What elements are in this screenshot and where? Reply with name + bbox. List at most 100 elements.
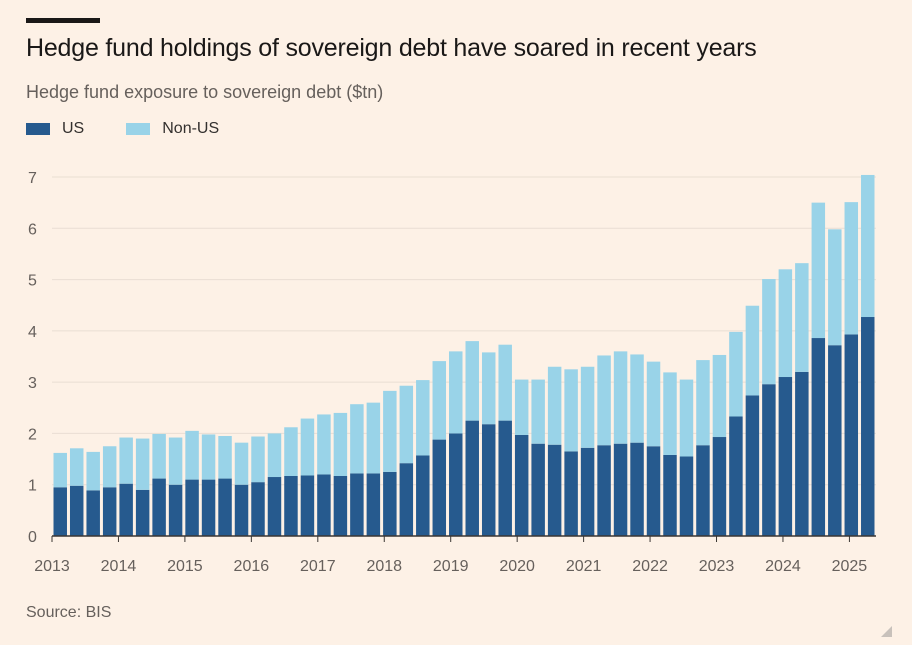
bar-non-us: [679, 379, 694, 457]
y-tick-label: 7: [28, 170, 37, 187]
bar-non-us: [729, 331, 743, 417]
bar-us: [366, 473, 381, 536]
bar-non-us: [267, 433, 282, 478]
bar-us: [152, 478, 166, 536]
bar-non-us: [69, 448, 84, 486]
bar-us: [828, 345, 842, 536]
bar-non-us: [366, 402, 381, 474]
x-tick-label: 2020: [499, 558, 535, 575]
bar-non-us: [465, 341, 479, 421]
y-tick-label: 0: [28, 529, 37, 546]
bar-us: [284, 475, 298, 536]
bar-non-us: [564, 369, 578, 452]
bar-non-us: [580, 366, 595, 448]
bar-us: [646, 446, 661, 536]
bar-us: [844, 334, 859, 536]
bar-non-us: [449, 351, 463, 434]
x-tick-label: 2017: [300, 558, 336, 575]
legend-label-us: US: [62, 120, 85, 137]
y-tick-label: 1: [28, 478, 37, 495]
x-tick-label: 2014: [101, 558, 137, 575]
bar-non-us: [399, 385, 414, 464]
bar-non-us: [498, 344, 512, 421]
bar-us: [514, 434, 529, 536]
bar-us: [317, 474, 331, 536]
source-note: Source: BIS: [26, 604, 112, 621]
bar-non-us: [201, 434, 216, 480]
bar-non-us: [646, 361, 661, 447]
bar-us: [218, 478, 232, 536]
bar-non-us: [745, 305, 760, 396]
bar-us: [69, 485, 84, 536]
bar-us: [185, 479, 199, 536]
bar-us: [119, 483, 133, 536]
bar-non-us: [350, 404, 364, 474]
bar-non-us: [234, 442, 249, 485]
bar-non-us: [547, 366, 562, 445]
bar-us: [102, 487, 117, 536]
bar-us: [531, 443, 545, 536]
bar-non-us: [168, 437, 183, 485]
bar-us: [251, 482, 265, 536]
y-tick-label: 4: [28, 324, 37, 341]
x-axis-ticks: 2013 2014 2015 2016 2017 2018 2019 2020 2021 2022…: [34, 536, 867, 575]
x-tick-label: 2016: [234, 558, 270, 575]
bar-non-us: [317, 414, 331, 475]
y-axis-ticks: 0 1 2 3 4 5 6 7: [28, 170, 37, 546]
bar-non-us: [185, 430, 199, 480]
bar-us: [613, 443, 628, 536]
bar-non-us: [333, 412, 348, 476]
y-tick-label: 2: [28, 426, 37, 443]
x-tick-label: 2015: [167, 558, 203, 575]
x-tick-label: 2021: [566, 558, 602, 575]
x-tick-label: 2025: [832, 558, 868, 575]
bar-us: [696, 445, 710, 536]
bar-non-us: [861, 174, 875, 318]
legend: US Non-US: [26, 120, 261, 138]
bar-us: [630, 442, 644, 536]
bar-non-us: [696, 360, 710, 446]
bar-us: [498, 420, 512, 536]
x-tick-label: 2022: [632, 558, 668, 575]
bar-non-us: [597, 355, 611, 446]
bar-us: [86, 490, 100, 536]
bar-non-us: [218, 435, 232, 479]
bar-non-us: [251, 436, 265, 483]
bar-us: [481, 424, 496, 536]
bar-us: [795, 371, 809, 536]
bar-us: [300, 475, 315, 536]
bar-us: [333, 475, 348, 536]
bar-non-us: [630, 354, 644, 443]
bar-non-us: [152, 433, 166, 479]
bar-non-us: [53, 452, 67, 488]
bar-us: [778, 377, 793, 536]
bar-non-us: [828, 229, 842, 346]
bar-us: [679, 456, 694, 536]
x-tick-label: 2023: [699, 558, 735, 575]
x-tick-label: 2018: [366, 558, 402, 575]
bar-us: [762, 384, 776, 536]
bar-us: [465, 420, 479, 536]
bar-us: [432, 439, 447, 536]
bar-non-us: [778, 269, 793, 378]
bar-non-us: [86, 451, 100, 491]
bar-us: [399, 463, 414, 536]
bar-us: [745, 395, 760, 536]
bar-us: [712, 437, 727, 536]
bar-us: [53, 487, 67, 536]
bar-us: [135, 489, 150, 536]
bar-us: [234, 484, 249, 536]
bar-non-us: [795, 263, 809, 372]
bar-non-us: [531, 379, 545, 444]
bar-non-us: [663, 372, 677, 455]
bar-non-us: [844, 202, 859, 335]
bar-non-us: [102, 446, 117, 488]
bar-us: [201, 479, 216, 536]
bar-non-us: [514, 379, 529, 435]
chart-subtitle: Hedge fund exposure to sovereign debt ($…: [26, 82, 384, 102]
bar-non-us: [811, 202, 826, 339]
bar-us: [350, 473, 364, 536]
bar-non-us: [613, 351, 628, 444]
x-tick-label: 2013: [34, 558, 70, 575]
bar-us: [729, 416, 743, 536]
